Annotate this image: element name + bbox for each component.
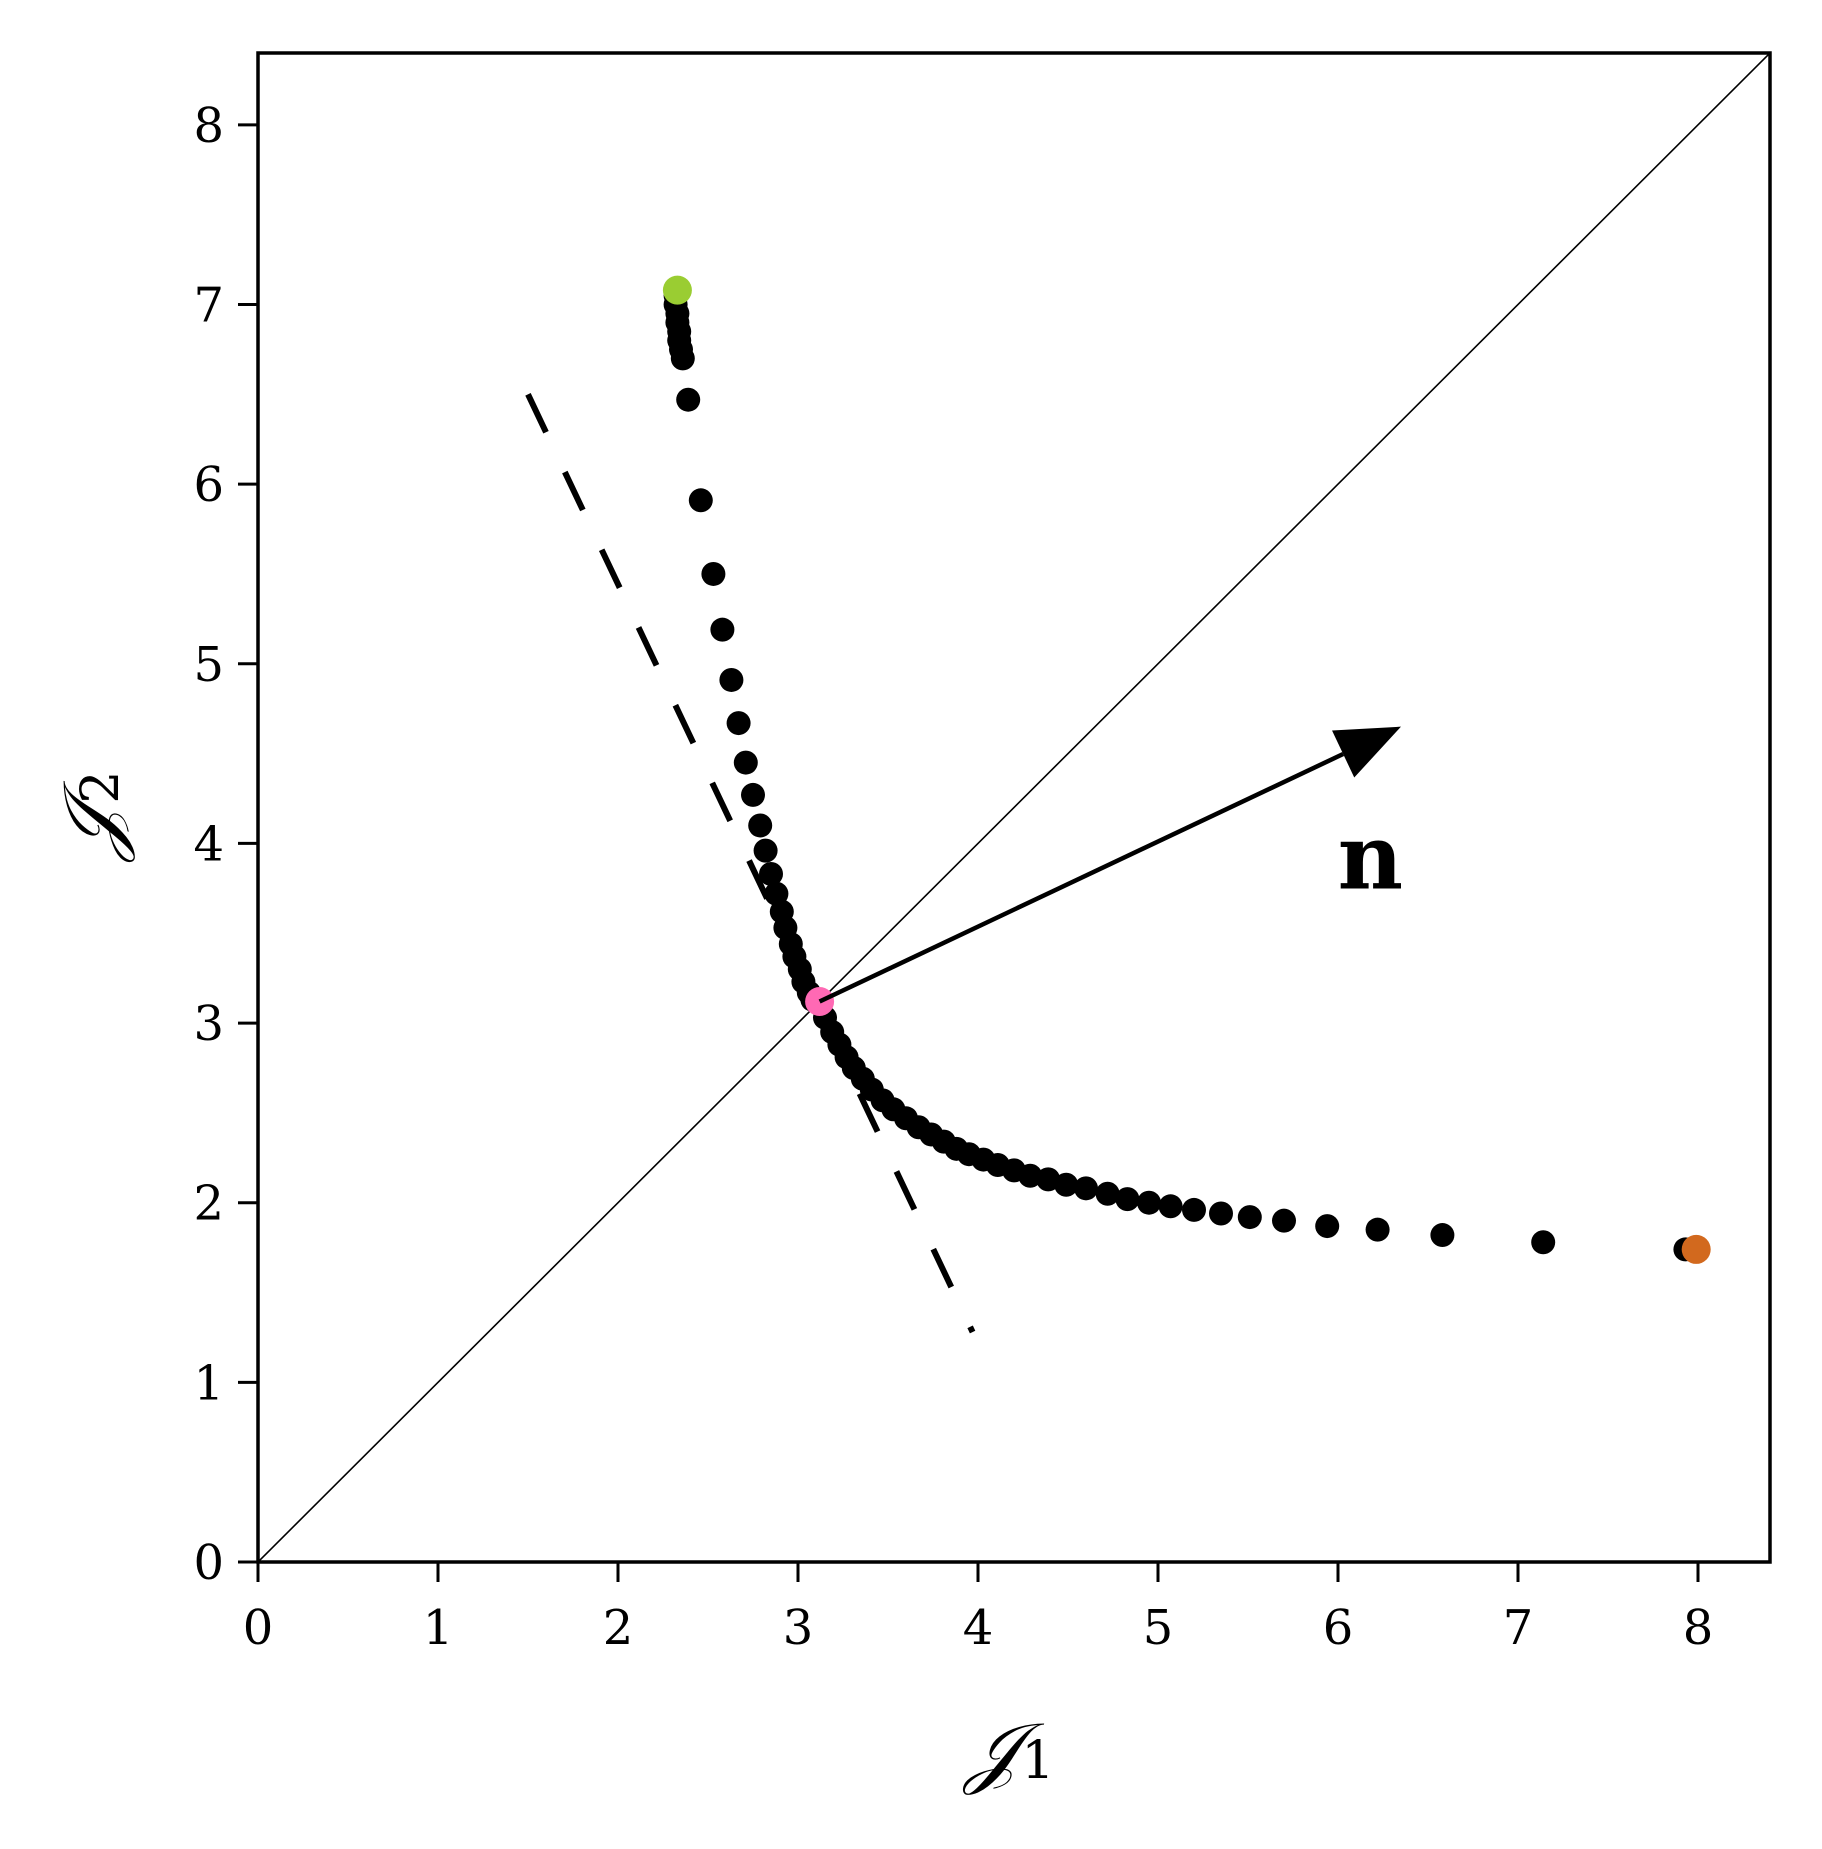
tick-labels: 0 1 2 3 4 5 6 7 8 0 1 2 3 4 5 6 7 8: [193, 98, 1713, 1656]
normal-vector-shaft: [818, 751, 1345, 1004]
y-tick-label: 8: [193, 98, 224, 154]
y-tick-label: 7: [193, 278, 224, 334]
plot-frame: [256, 51, 1772, 1564]
data-point: [710, 617, 735, 642]
data-point: [759, 861, 783, 886]
reference-lines: [258, 53, 1770, 1562]
data-point: [1054, 1172, 1079, 1197]
normal-vector-head: [1332, 726, 1401, 778]
data-point: [726, 711, 751, 736]
x-axis-label: 𝒥1: [962, 1707, 1055, 1797]
data-point: [1095, 1181, 1120, 1206]
data-point: [1115, 1187, 1140, 1212]
data-point: [1209, 1201, 1233, 1226]
x-tick-label: 5: [1143, 1600, 1174, 1656]
data-point: [1365, 1217, 1390, 1242]
data-point: [701, 561, 726, 586]
y-tick-label: 3: [193, 996, 224, 1052]
highlight-point: [662, 275, 692, 305]
data-point: [741, 782, 765, 807]
y-tick-label: 6: [193, 457, 224, 513]
y-tick-label: 4: [193, 816, 224, 872]
data-point: [1137, 1190, 1161, 1215]
y-axis-label: 𝒥2: [47, 771, 137, 864]
data-point: [753, 838, 778, 863]
data-point: [670, 346, 695, 371]
data-point: [748, 813, 773, 838]
data-points: [663, 283, 1698, 1262]
x-tick-label: 8: [1683, 1600, 1714, 1656]
data-point: [1182, 1197, 1206, 1222]
axes: [256, 51, 1772, 1564]
data-point: [1158, 1194, 1183, 1219]
data-point: [1074, 1176, 1098, 1201]
x-tick-label: 6: [1323, 1600, 1354, 1656]
y-tick-label: 1: [193, 1355, 224, 1411]
x-tick-label: 7: [1503, 1600, 1534, 1656]
normal-vector: n: [818, 726, 1403, 1004]
tangent-dashed-line: [525, 393, 976, 1334]
x-tick-label: 4: [963, 1600, 994, 1656]
x-tick-label: 2: [603, 1600, 634, 1656]
data-point: [1237, 1205, 1262, 1230]
data-point: [1272, 1208, 1296, 1233]
data-point: [733, 750, 758, 775]
data-point: [1018, 1163, 1043, 1188]
normal-vector-label: n: [1338, 804, 1403, 910]
highlight-point: [1681, 1234, 1711, 1264]
highlighted-points: [662, 275, 1711, 1264]
data-point: [719, 667, 744, 692]
data-point: [1430, 1223, 1455, 1248]
x-tick-label: 3: [783, 1600, 814, 1656]
x-tick-label: 0: [243, 1600, 274, 1656]
data-point: [1531, 1230, 1556, 1255]
data-point: [1036, 1167, 1061, 1192]
y-tick-label: 5: [193, 637, 224, 693]
y-tick-label: 0: [193, 1535, 224, 1591]
identity-line: [258, 53, 1770, 1562]
data-point: [676, 387, 701, 412]
y-tick-label: 2: [193, 1176, 224, 1232]
data-point: [688, 488, 713, 513]
x-tick-label: 1: [423, 1600, 454, 1656]
data-point: [1315, 1214, 1340, 1239]
